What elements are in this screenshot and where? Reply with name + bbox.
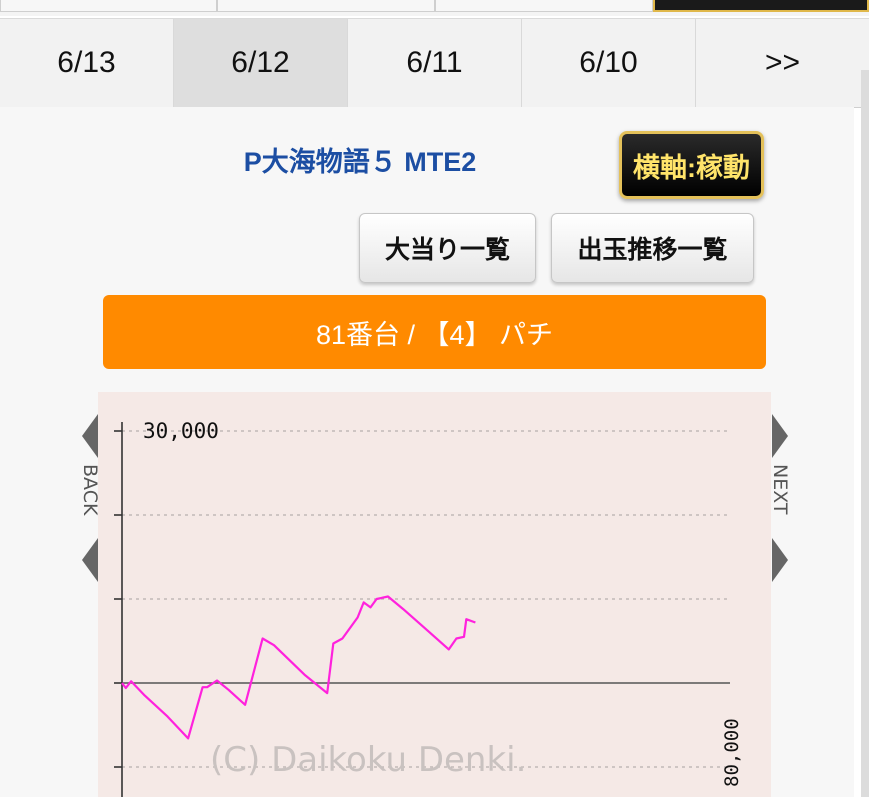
- back-label: BACK: [79, 464, 101, 516]
- back-arrow-icon: [82, 538, 98, 582]
- top-nav-segment[interactable]: [435, 0, 653, 12]
- top-nav-strip: [0, 0, 869, 16]
- date-tab-6-11[interactable]: 6/11: [348, 19, 522, 107]
- next-label: NEXT: [769, 464, 791, 515]
- axis-toggle-button[interactable]: 横軸:稼動: [619, 131, 764, 199]
- top-nav-segment[interactable]: [217, 0, 435, 12]
- payout-series-line: [121, 595, 476, 740]
- jackpot-list-button[interactable]: 大当り一覧: [359, 213, 536, 283]
- next-arrow-icon: [772, 414, 788, 458]
- next-button[interactable]: NEXT: [768, 410, 792, 585]
- top-nav-segment[interactable]: [0, 0, 217, 12]
- top-nav-highlight-segment[interactable]: [653, 0, 869, 12]
- y-top-label: 30,000: [143, 419, 219, 443]
- next-arrow-icon: [772, 538, 788, 582]
- back-button[interactable]: BACK: [78, 410, 102, 585]
- unit-banner: 81番台 / 【4】 パチ: [103, 295, 766, 369]
- date-tab-6-10[interactable]: 6/10: [522, 19, 696, 107]
- payout-graph-svg: (C) Daikoku Denki. 30,000 80,000: [114, 419, 743, 797]
- x-end-label: 80,000: [721, 718, 743, 787]
- back-arrow-icon: [82, 414, 98, 458]
- date-tabs: 6/13 6/12 6/11 6/10 >>: [0, 18, 869, 108]
- machine-name: P大海物語５ MTE2: [243, 147, 477, 177]
- scrollbar[interactable]: [861, 70, 869, 797]
- watermark: (C) Daikoku Denki.: [210, 740, 526, 780]
- medal-history-button[interactable]: 出玉推移一覧: [551, 213, 754, 283]
- date-tab-6-12[interactable]: 6/12: [174, 19, 348, 107]
- date-tab-next[interactable]: >>: [764, 46, 801, 79]
- payout-graph: (C) Daikoku Denki. 30,000 80,000: [98, 392, 771, 797]
- date-tab-6-13[interactable]: 6/13: [0, 19, 174, 107]
